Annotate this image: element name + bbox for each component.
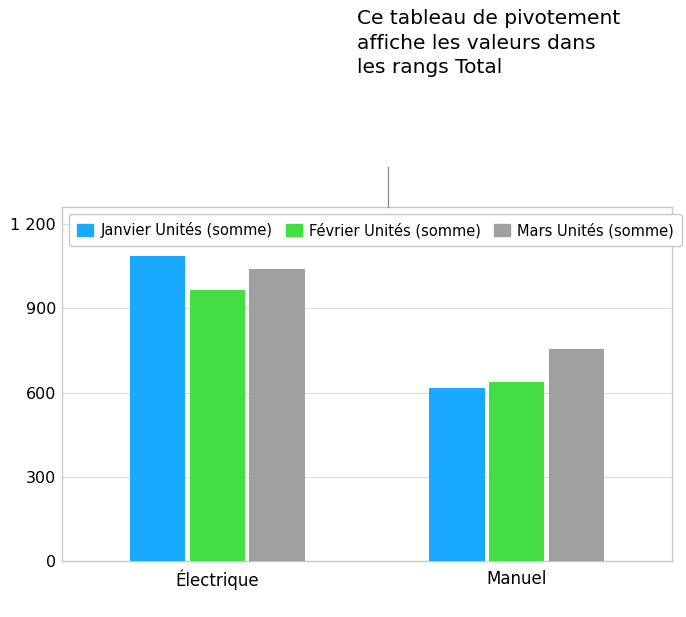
Bar (549, 349, 604, 561)
Bar (250, 268, 305, 561)
Bar (189, 290, 245, 561)
Legend: Janvier Unités (somme), Février Unités (somme), Mars Unités (somme): Janvier Unités (somme), Février Unités (… (69, 214, 682, 246)
Bar (130, 256, 185, 561)
Bar (489, 382, 545, 561)
Bar (429, 388, 484, 561)
Text: Ce tableau de pivotement
affiche les valeurs dans
les rangs Total: Ce tableau de pivotement affiche les val… (357, 9, 620, 77)
